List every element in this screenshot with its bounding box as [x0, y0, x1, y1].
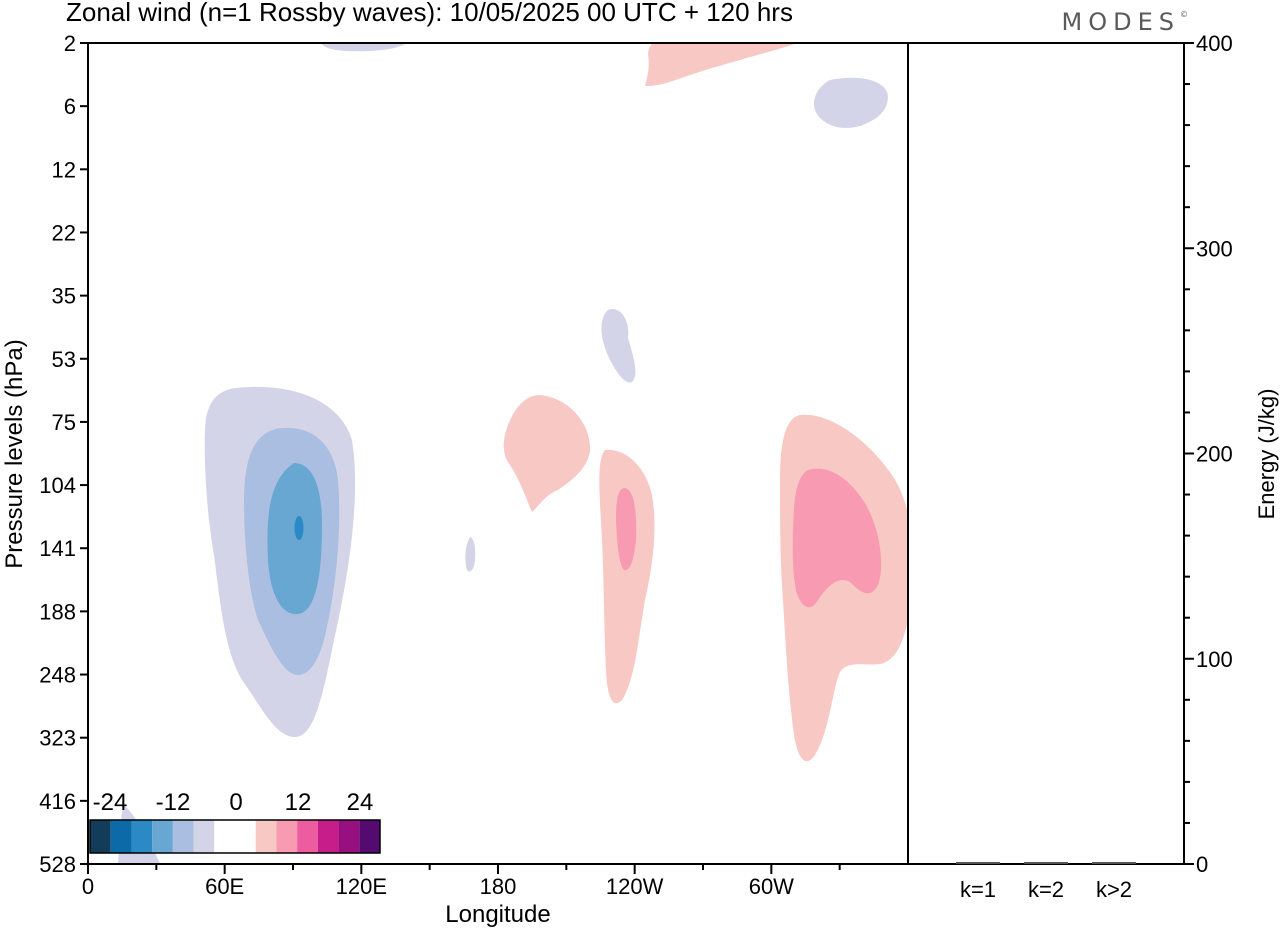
pressure-tick-label: 75 [52, 410, 76, 435]
pressure-tick-label: 6 [64, 94, 76, 119]
pressure-tick-label: 2 [64, 31, 76, 56]
pressure-tick-label: 416 [39, 789, 76, 814]
colorbar-swatch [131, 820, 153, 853]
energy-tick-label: 100 [1196, 647, 1233, 672]
positive-contour-120w-level-1 [599, 449, 655, 704]
energy-bar-label: k=1 [960, 877, 996, 902]
colorbar-swatch [297, 820, 318, 853]
energy-tick-label: 400 [1196, 31, 1233, 56]
energy-bar [1024, 862, 1068, 864]
colorbar-swatch [193, 820, 215, 853]
colorbar-swatch [276, 820, 298, 853]
colorbar-swatch [359, 820, 380, 853]
colorbar-tick-label: -24 [93, 789, 128, 816]
energy-tick-label: 300 [1196, 236, 1233, 261]
longitude-tick-label: 0 [82, 874, 94, 899]
chart-title: Zonal wind (n=1 Rossby waves): 10/05/202… [66, 0, 793, 27]
negative-patch-35hpa [601, 309, 636, 383]
negative-patch-6hpa [814, 77, 888, 128]
colorbar-tick-label: 12 [285, 789, 312, 816]
pressure-tick-label: 528 [39, 852, 76, 877]
colorbar-swatch [235, 820, 256, 853]
longitude-tick-label: 60W [749, 874, 794, 899]
colorbar: -24 -12 0 12 24 [89, 789, 381, 854]
negative-patch-141hpa [465, 537, 476, 572]
colorbar-swatch [152, 820, 173, 853]
energy-bar-label: k>2 [1096, 877, 1132, 902]
colorbar-swatch [317, 820, 339, 853]
wind-contours [118, 44, 908, 864]
colorbar-swatch [110, 820, 132, 853]
negative-contour-level-4 [294, 516, 304, 540]
brand-logo-mark: © [1180, 10, 1188, 19]
positive-patch-2hpa [645, 44, 795, 86]
positive-contour-60w-level-2 [792, 468, 882, 608]
pressure-tick-label: 12 [52, 157, 76, 182]
energy-tick-label: 200 [1196, 442, 1233, 467]
positive-contour-120w-level-2 [616, 488, 637, 571]
colorbar-tick-label: 0 [229, 789, 242, 816]
colorbar-tick-label: 24 [347, 789, 374, 816]
pressure-tick-label: 323 [39, 726, 76, 751]
brand-logo-text: MODES [1061, 8, 1180, 36]
energy-bars: k=1 k=2 k>2 [956, 862, 1136, 902]
colorbar-frame [89, 819, 381, 854]
positive-patch-75hpa [503, 395, 591, 512]
x-axis-label: Longitude [445, 901, 550, 928]
longitude-tick-label: 120E [336, 874, 387, 899]
colorbar-swatch [255, 820, 277, 853]
y-axis-label: Pressure levels (hPa) [1, 339, 28, 568]
colorbar-swatch [172, 820, 194, 853]
pressure-tick-label: 53 [52, 347, 76, 372]
negative-patch-top [322, 44, 405, 52]
pressure-tick-label: 188 [39, 599, 76, 624]
brand-logo: MODES© [1062, 8, 1188, 36]
longitude-axis: 0 60E 120E 180 120W 60W [82, 864, 841, 899]
pressure-tick-label: 141 [39, 536, 76, 561]
pressure-tick-label: 35 [52, 284, 76, 309]
colorbar-swatch [214, 820, 235, 853]
energy-bar [956, 862, 1000, 864]
longitude-tick-label: 120W [606, 874, 664, 899]
pressure-axis: 2 6 12 22 35 53 75 104 141 188 248 323 416 528 [39, 31, 88, 877]
colorbar-swatch [90, 820, 111, 853]
energy-tick-label: 0 [1196, 852, 1208, 877]
pressure-tick-label: 248 [39, 663, 76, 688]
longitude-tick-label: 60E [205, 874, 244, 899]
energy-bar-label: k=2 [1028, 877, 1064, 902]
pressure-tick-label: 104 [39, 473, 76, 498]
energy-bar [1092, 862, 1136, 864]
pressure-tick-label: 22 [52, 220, 76, 245]
colorbar-swatch [338, 820, 360, 853]
energy-axis-label: Energy (J/kg) [1254, 389, 1279, 520]
negative-contour-level-3 [267, 463, 322, 615]
energy-axis: 0 100 200 300 400 [1184, 31, 1233, 877]
longitude-tick-label: 180 [480, 874, 517, 899]
colorbar-tick-label: -12 [156, 789, 191, 816]
